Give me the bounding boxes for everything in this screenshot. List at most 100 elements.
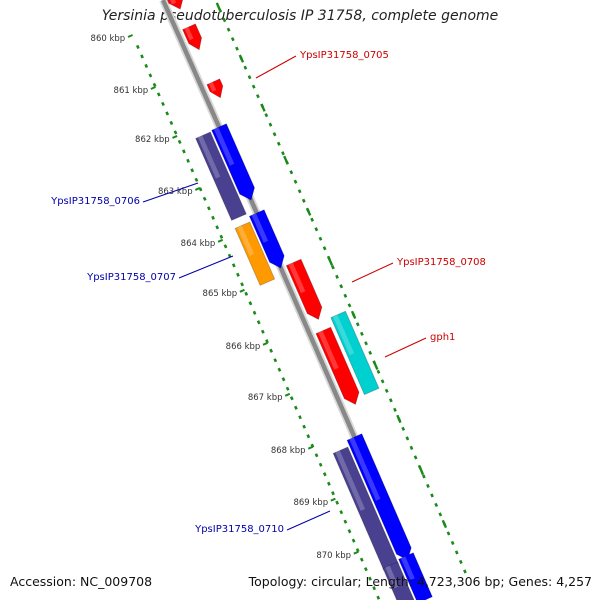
outer-major-tick <box>238 54 245 63</box>
ring-dot <box>256 320 261 325</box>
ring-dot <box>231 263 236 268</box>
ring-dot <box>285 386 290 391</box>
gene-0710-highlight <box>335 450 366 511</box>
gene-label-0[interactable]: YpsIP31758_0705 <box>255 50 389 79</box>
ring-dot <box>310 217 314 222</box>
gene-label-text[interactable]: YpsIP31758_0707 <box>86 272 176 283</box>
ring-dot <box>165 111 170 116</box>
gene-label-text[interactable]: YpsIP31758_0706 <box>50 196 140 207</box>
ring-dot <box>355 322 360 327</box>
genome-summary-text: Topology: circular; Length: 4,723,306 bp… <box>248 574 592 589</box>
outer-major-tick <box>283 155 289 164</box>
gene-0706-shape[interactable] <box>195 131 247 221</box>
gene-gph1[interactable] <box>330 310 380 396</box>
gene-gph1-shape[interactable] <box>330 310 380 396</box>
gene-0705b-shape[interactable] <box>206 78 224 99</box>
gene-bottom-blue-partial[interactable] <box>398 552 433 600</box>
gene-bottom-navy-partial-highlight <box>385 565 399 589</box>
gene-label-5[interactable]: YpsIP31758_0710 <box>194 510 331 535</box>
major-tick <box>307 445 314 450</box>
gene-0705b-highlight <box>208 82 217 92</box>
tick-label: 867 kbp <box>248 393 283 403</box>
ring-dot <box>247 75 252 80</box>
tick-label: 866 kbp <box>226 342 261 352</box>
major-tick <box>262 341 268 346</box>
ring-dot <box>222 17 227 23</box>
ring-dot <box>268 122 273 127</box>
ring-dot <box>343 293 348 298</box>
gene-0705b[interactable] <box>206 78 224 99</box>
gene-0710b[interactable] <box>346 433 412 561</box>
ring-dot <box>256 94 260 99</box>
tick-label: 863 kbp <box>158 187 193 197</box>
gene-bottom-navy-partial[interactable] <box>382 561 416 600</box>
ring-dot <box>339 510 344 515</box>
major-tick <box>172 134 178 139</box>
accession-text: Accession: NC_009708 <box>10 574 153 589</box>
ring-dot <box>198 187 203 192</box>
gene-0705-shape[interactable] <box>182 23 203 51</box>
gene-bottom-navy-partial-shape[interactable] <box>382 561 416 600</box>
gene-0706b-shape[interactable] <box>211 123 255 201</box>
gene-0708[interactable] <box>285 258 323 320</box>
ring-dot <box>136 44 140 50</box>
ring-dot <box>389 398 393 403</box>
gene-0708-shape[interactable] <box>285 258 323 320</box>
ring-dot <box>230 37 235 42</box>
gene-0706b[interactable] <box>211 123 255 201</box>
ring-dot <box>297 189 302 194</box>
ring-dot <box>207 206 211 211</box>
map-title: Yersinia pseudotuberculosis IP 31758, co… <box>101 8 499 24</box>
gene-label-4[interactable]: gph1 <box>384 332 455 358</box>
gene-0710b-shape[interactable] <box>346 433 412 561</box>
outer-major-tick <box>441 519 448 529</box>
gene-label-2[interactable]: YpsIP31758_0707 <box>86 255 234 283</box>
major-tick <box>150 85 156 90</box>
gene-label-text[interactable]: YpsIP31758_0708 <box>396 257 486 268</box>
gene-0709-shape[interactable] <box>315 326 360 405</box>
gene-0705[interactable] <box>182 23 203 51</box>
ring-dot <box>251 84 256 89</box>
gene-label-text[interactable]: gph1 <box>430 332 455 343</box>
ring-dot <box>409 445 414 450</box>
ring-dot <box>289 396 294 401</box>
ring-dot <box>302 424 306 429</box>
outer-tick-ring <box>218 8 467 574</box>
gene-0707[interactable] <box>234 221 276 286</box>
ring-dot <box>294 405 298 410</box>
major-tick <box>194 186 201 191</box>
gene-label-1[interactable]: YpsIP31758_0706 <box>50 182 199 207</box>
feature-layer <box>166 0 433 600</box>
gene-top-red-partial-shape[interactable] <box>166 0 184 10</box>
ring-dot <box>235 46 239 51</box>
gene-0709[interactable] <box>315 326 360 405</box>
gene-0707-shape[interactable] <box>234 221 276 286</box>
gene-0706[interactable] <box>195 131 247 221</box>
gene-bottom-blue-partial-highlight <box>400 556 415 581</box>
ring-dot <box>426 483 430 489</box>
gene-0707b[interactable] <box>248 209 285 269</box>
tick-label: 860 kbp <box>91 34 126 44</box>
ring-dot <box>364 341 368 346</box>
ring-dot <box>148 73 153 78</box>
leader-line <box>351 262 394 283</box>
ring-dot <box>450 540 455 546</box>
major-tick <box>217 238 224 243</box>
gene-label-text[interactable]: YpsIP31758_0705 <box>299 50 389 61</box>
outer-major-tick <box>418 466 425 476</box>
gene-bottom-blue-partial-shape[interactable] <box>398 552 433 600</box>
ring-dot <box>272 132 277 137</box>
ring-dot <box>252 310 257 315</box>
gene-gph1-highlight <box>333 314 355 356</box>
ring-dot <box>360 331 364 336</box>
ring-dot <box>454 550 459 555</box>
ring-dot <box>190 168 195 173</box>
gene-label-3[interactable]: YpsIP31758_0708 <box>351 257 486 283</box>
gene-0707b-shape[interactable] <box>248 209 285 269</box>
gene-label-text[interactable]: YpsIP31758_0710 <box>194 524 284 535</box>
ring-dot <box>347 303 352 308</box>
ring-dot <box>405 436 410 441</box>
gene-top-red-partial[interactable] <box>166 0 184 10</box>
major-tick <box>330 497 336 502</box>
